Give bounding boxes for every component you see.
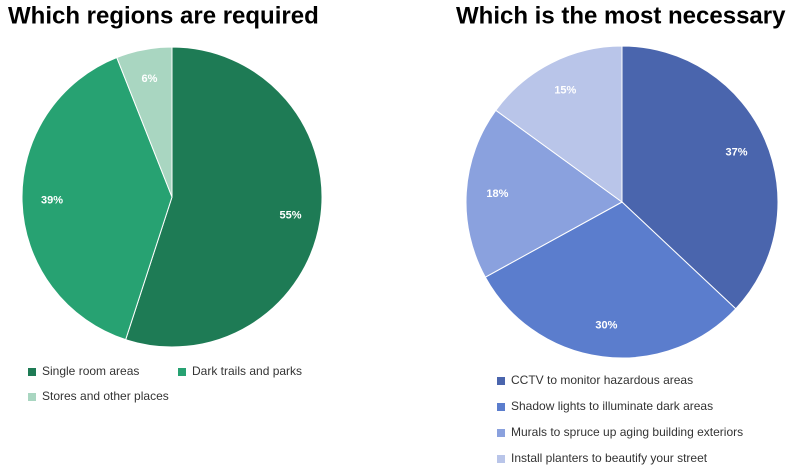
legend-swatch	[497, 403, 505, 411]
slice-label: 55%	[280, 210, 302, 222]
slice-label: 37%	[726, 146, 748, 158]
legend-swatch	[497, 455, 505, 463]
legend-swatch	[28, 368, 36, 376]
pie-slice	[484, 201, 737, 359]
legend-label: Single room areas	[42, 364, 139, 378]
pie-slice	[495, 45, 623, 203]
legend-label: CCTV to monitor hazardous areas	[511, 373, 693, 387]
slice-label: 18%	[486, 188, 508, 200]
chart-title: Which is the most necessary	[456, 2, 786, 29]
slice-label: 15%	[554, 85, 576, 97]
legend-label: Stores and other places	[42, 389, 169, 403]
legend-label: Shadow lights to illuminate dark areas	[511, 399, 713, 413]
legend-swatch	[178, 368, 186, 376]
legend-label: Dark trails and parks	[192, 364, 302, 378]
slice-label: 30%	[595, 320, 617, 332]
pie-slice	[621, 45, 779, 310]
legend-swatch	[497, 429, 505, 437]
chart-title: Which regions are required	[8, 2, 319, 29]
slice-label: 6%	[142, 73, 158, 85]
slice-label: 39%	[41, 195, 63, 207]
pie-slice	[125, 46, 323, 348]
legend-label: Install planters to beautify your street	[511, 451, 708, 465]
legend-swatch	[497, 377, 505, 385]
pie-slice	[21, 56, 173, 341]
pie-slice	[465, 109, 623, 278]
pie-slice	[116, 46, 173, 198]
legend-swatch	[28, 393, 36, 401]
legend-label: Murals to spruce up aging building exter…	[511, 425, 743, 439]
